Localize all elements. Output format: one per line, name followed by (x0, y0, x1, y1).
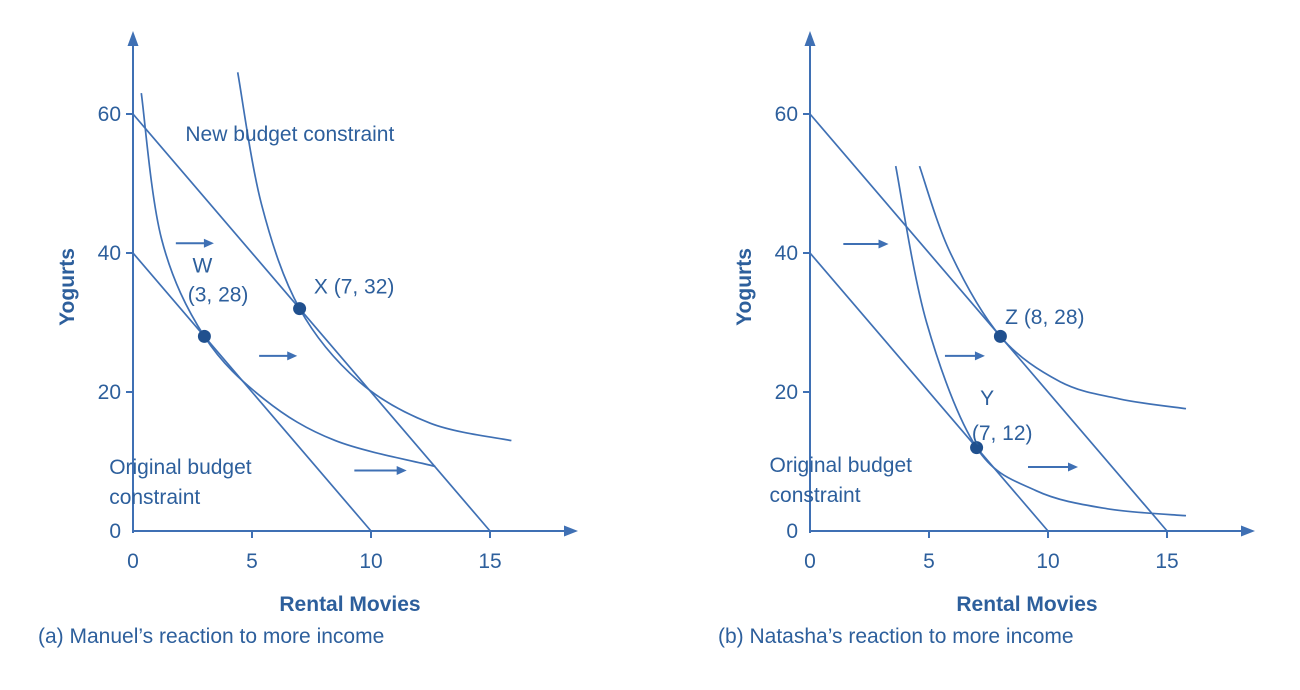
x-tick-label: 0 (804, 550, 816, 573)
original-budget-constraint-line (809, 252, 1049, 532)
y-tick-label: 0 (786, 520, 798, 543)
point-label-Z: Z (8, 28) (1005, 306, 1084, 329)
shift-right-arrowhead (878, 239, 889, 249)
y-axis-arrowhead (804, 31, 816, 46)
point-coords-label-W: (3, 28) (188, 284, 249, 307)
point-X (293, 302, 307, 316)
y-tick-label: 0 (109, 520, 121, 543)
new-budget-constraint-line (132, 113, 491, 532)
x-axis-label: Rental Movies (279, 593, 420, 616)
point-label-Y: Y (980, 387, 994, 410)
x-tick-label: 10 (1036, 550, 1059, 573)
y-tick-label: 60 (775, 103, 798, 126)
annotation-text: New budget constraint (185, 123, 394, 146)
y-axis-label: Yogurts (733, 248, 756, 326)
annotation-text: constraint (770, 484, 861, 507)
shift-right-arrowhead (203, 238, 214, 248)
chart-b-caption: (b) Natasha’s reaction to more income (718, 625, 1074, 648)
x-tick-label: 0 (127, 550, 139, 573)
y-axis-label: Yogurts (56, 248, 79, 326)
y-tick-label: 20 (98, 381, 121, 404)
y-tick-label: 40 (98, 242, 121, 265)
annotation-text: Original budget (770, 454, 913, 477)
x-tick-label: 5 (923, 550, 935, 573)
annotation-text: Original budget (109, 456, 252, 479)
point-label-X: X (7, 32) (314, 275, 395, 298)
x-tick-label: 10 (359, 550, 382, 573)
x-axis-arrowhead (1241, 525, 1255, 537)
x-tick-label: 15 (1155, 550, 1178, 573)
original-budget-constraint-line (132, 252, 372, 532)
shift-right-arrowhead (396, 466, 407, 476)
chart-panel-b: 0 5 10 15 0 20 40 60 Z (8, 28) Y (7, 12) Original b… (650, 0, 1300, 649)
x-tick-label: 15 (478, 550, 501, 573)
y-tick-label: 40 (775, 242, 798, 265)
y-tick-label: 60 (98, 103, 121, 126)
chart-panel-a: 0 5 10 15 0 20 40 60 W (3, 28) X (7, 32) New budget… (0, 0, 650, 649)
x-tick-label: 5 (246, 550, 258, 573)
indifference-curve-through-Z (918, 165, 1187, 410)
y-tick-label: 20 (775, 381, 798, 404)
chart-a-svg: 0 5 10 15 0 20 40 60 W (3, 28) X (7, 32) New budget… (56, 31, 578, 616)
figure-row: 0 5 10 15 0 20 40 60 W (3, 28) X (7, 32) New budget… (0, 0, 1300, 649)
x-axis-label: Rental Movies (956, 593, 1097, 616)
x-axis-arrowhead (564, 525, 578, 537)
indifference-curve-through-W (140, 92, 436, 468)
annotation-text: constraint (109, 486, 200, 509)
point-Z (993, 329, 1007, 343)
indifference-curve-through-X (236, 72, 512, 442)
point-label-W: W (193, 254, 213, 277)
point-W (197, 329, 211, 343)
shift-right-arrowhead (287, 351, 298, 361)
new-budget-constraint-line (809, 113, 1168, 532)
shift-right-arrowhead (974, 351, 985, 361)
y-axis-arrowhead (127, 31, 139, 46)
chart-a-caption: (a) Manuel’s reaction to more income (38, 625, 385, 648)
point-Y (970, 441, 984, 455)
chart-b-svg: 0 5 10 15 0 20 40 60 Z (8, 28) Y (7, 12) Original b… (733, 31, 1255, 616)
indifference-curve-through-Y (894, 165, 1187, 517)
shift-right-arrowhead (1067, 462, 1078, 472)
point-coords-label-Y: (7, 12) (972, 422, 1033, 445)
